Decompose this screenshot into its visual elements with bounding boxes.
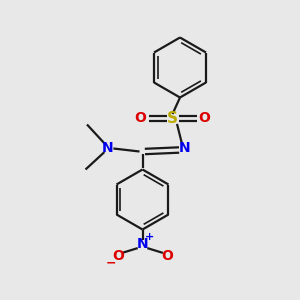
Text: O: O bbox=[199, 112, 211, 125]
Text: O: O bbox=[112, 249, 124, 263]
Text: O: O bbox=[134, 112, 146, 125]
Text: +: + bbox=[146, 232, 154, 242]
Text: N: N bbox=[137, 238, 148, 251]
Text: N: N bbox=[102, 142, 114, 155]
Text: O: O bbox=[161, 249, 173, 263]
Text: S: S bbox=[167, 111, 178, 126]
Text: −: − bbox=[106, 256, 116, 270]
Text: N: N bbox=[179, 142, 190, 155]
